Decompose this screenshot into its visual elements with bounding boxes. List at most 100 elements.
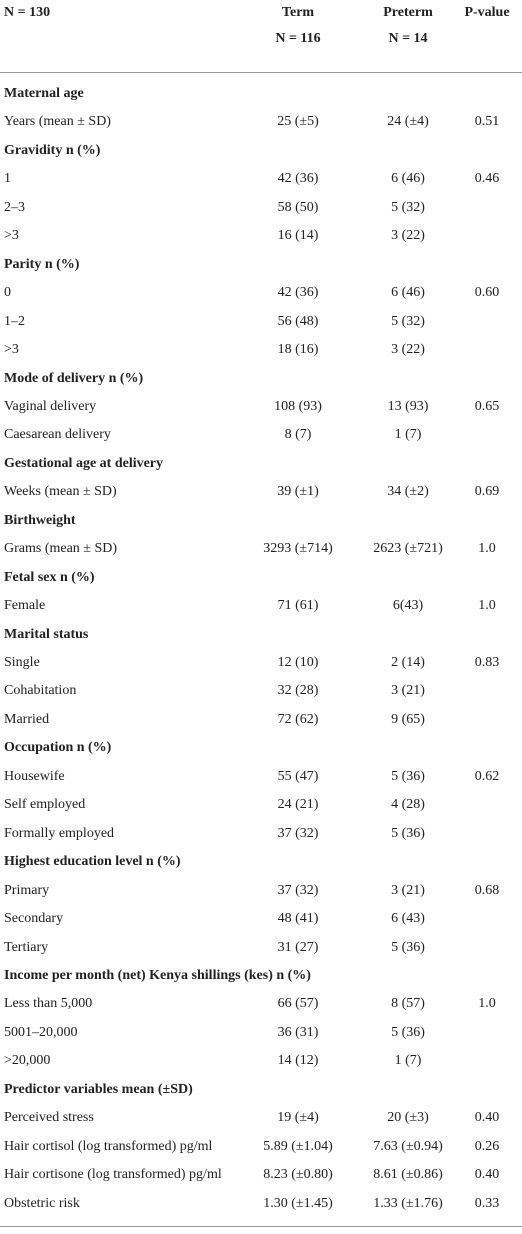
section-title: Mode of delivery n (%): [4, 370, 144, 386]
section-title: Occupation n (%): [4, 740, 112, 756]
section-title: Gravidity n (%): [4, 142, 101, 158]
row-label: >3: [4, 342, 19, 358]
row-label: 5001–20,000: [4, 1024, 78, 1040]
row-label: Formally employed: [4, 825, 115, 841]
cell: 37 (32): [277, 882, 319, 898]
cell: 25 (±5): [277, 114, 319, 130]
cell: 5 (36): [391, 768, 425, 784]
row-label: 2–3: [4, 199, 25, 215]
row-label: Perceived stress: [4, 1110, 94, 1126]
header-rule: [0, 72, 522, 73]
row-label: Cohabitation: [4, 683, 77, 699]
cell: 66 (57): [277, 996, 319, 1012]
cell: 5 (36): [391, 939, 425, 955]
header-cell: N = 130: [4, 5, 51, 20]
cell: 19 (±4): [277, 1110, 319, 1126]
row-label: Less than 5,000: [4, 996, 93, 1012]
bottom-rule: [0, 1226, 522, 1227]
cell: 48 (41): [277, 911, 319, 927]
row-label: Self employed: [4, 797, 86, 813]
row-label: Primary: [4, 882, 50, 898]
cell: 14 (12): [277, 1053, 319, 1069]
cell: 0.40: [474, 1167, 500, 1183]
cell: 56 (48): [277, 313, 319, 329]
cell: 71 (61): [277, 598, 319, 614]
cell: 0.68: [474, 882, 500, 898]
cell: 0.60: [474, 285, 500, 301]
cell: 39 (±1): [277, 484, 319, 500]
cell: 1 (7): [394, 1053, 422, 1069]
cell: 4 (28): [391, 797, 425, 813]
cell: 37 (32): [277, 825, 319, 841]
cell: 6 (43): [391, 911, 425, 927]
cell: 8 (57): [391, 996, 425, 1012]
cell: 58 (50): [277, 199, 319, 215]
cell: 20 (±3): [387, 1110, 429, 1126]
header-cell: N = 14: [388, 31, 428, 46]
cell: 0.51: [474, 114, 500, 130]
cell: 0.62: [474, 768, 500, 784]
header-cell: N = 116: [275, 31, 321, 46]
cell: 8.61 (±0.86): [373, 1167, 443, 1183]
cell: 55 (47): [277, 768, 319, 784]
row-label: Female: [4, 598, 46, 614]
cell: 5 (36): [391, 1024, 425, 1040]
row-label: 1: [4, 171, 11, 187]
header-cell: Term: [281, 5, 315, 20]
cell: 0.65: [474, 398, 500, 414]
header-cell: Preterm: [383, 5, 433, 20]
row-label: Single: [4, 655, 40, 670]
cell: 0.69: [474, 484, 500, 500]
section-title: Maternal age: [4, 86, 84, 101]
row-label: Vaginal delivery: [4, 398, 97, 414]
cell: 3 (22): [391, 342, 425, 358]
cell: 72 (62): [277, 711, 319, 727]
row-label: Housewife: [4, 768, 65, 784]
cell: 0.83: [474, 655, 500, 670]
cell: 2623 (±721): [373, 541, 443, 557]
cell: 6 (46): [391, 171, 425, 187]
cell: 24 (21): [277, 797, 319, 813]
cell: 5.89 (±1.04): [263, 1138, 333, 1154]
cell: 3 (21): [391, 882, 425, 898]
row-label: Obstetric risk: [4, 1195, 80, 1211]
row-label: Secondary: [4, 911, 64, 927]
cell: 108 (93): [274, 398, 322, 414]
row-label: Caesarean delivery: [4, 427, 111, 443]
cell: 9 (65): [391, 711, 425, 727]
cell: 42 (36): [277, 285, 319, 301]
section-title: Highest education level n (%): [4, 854, 181, 870]
cell: 2 (14): [391, 655, 425, 670]
cell: 34 (±2): [387, 484, 429, 500]
cell: 13 (93): [387, 398, 429, 414]
cell: 1.0: [478, 598, 496, 614]
section-title: Birthweight: [4, 512, 76, 528]
cell: 6(43): [392, 598, 424, 614]
section-title: Parity n (%): [4, 256, 80, 272]
section-title: Fetal sex n (%): [4, 569, 95, 585]
cell: 1.0: [478, 996, 496, 1012]
cell: 1.30 (±1.45): [263, 1195, 333, 1211]
row-label: Married: [4, 711, 50, 727]
section-title: Income per month (net) Kenya shillings (…: [4, 967, 311, 983]
row-label: Weeks (mean ± SD): [4, 484, 117, 500]
row-label: Years (mean ± SD): [4, 114, 111, 130]
cell: 5 (32): [391, 199, 425, 215]
cell: 0.46: [474, 171, 500, 187]
cell: 1.33 (±1.76): [373, 1195, 443, 1211]
cell: 7.63 (±0.94): [373, 1138, 443, 1154]
cell: 1 (7): [394, 427, 422, 443]
cell: 5 (32): [391, 313, 425, 329]
section-title: Marital status: [4, 626, 89, 642]
cell: 31 (27): [277, 939, 319, 955]
cell: 32 (28): [277, 683, 319, 699]
cell: 8.23 (±0.80): [263, 1167, 333, 1183]
cell: 0.33: [474, 1195, 500, 1211]
row-label: 1–2: [4, 313, 25, 329]
cell: 16 (14): [277, 228, 319, 244]
cell: 1.0: [478, 541, 496, 557]
row-label: >20,000: [4, 1053, 51, 1069]
row-label: Tertiary: [4, 939, 49, 955]
cell: 3 (21): [391, 683, 425, 699]
